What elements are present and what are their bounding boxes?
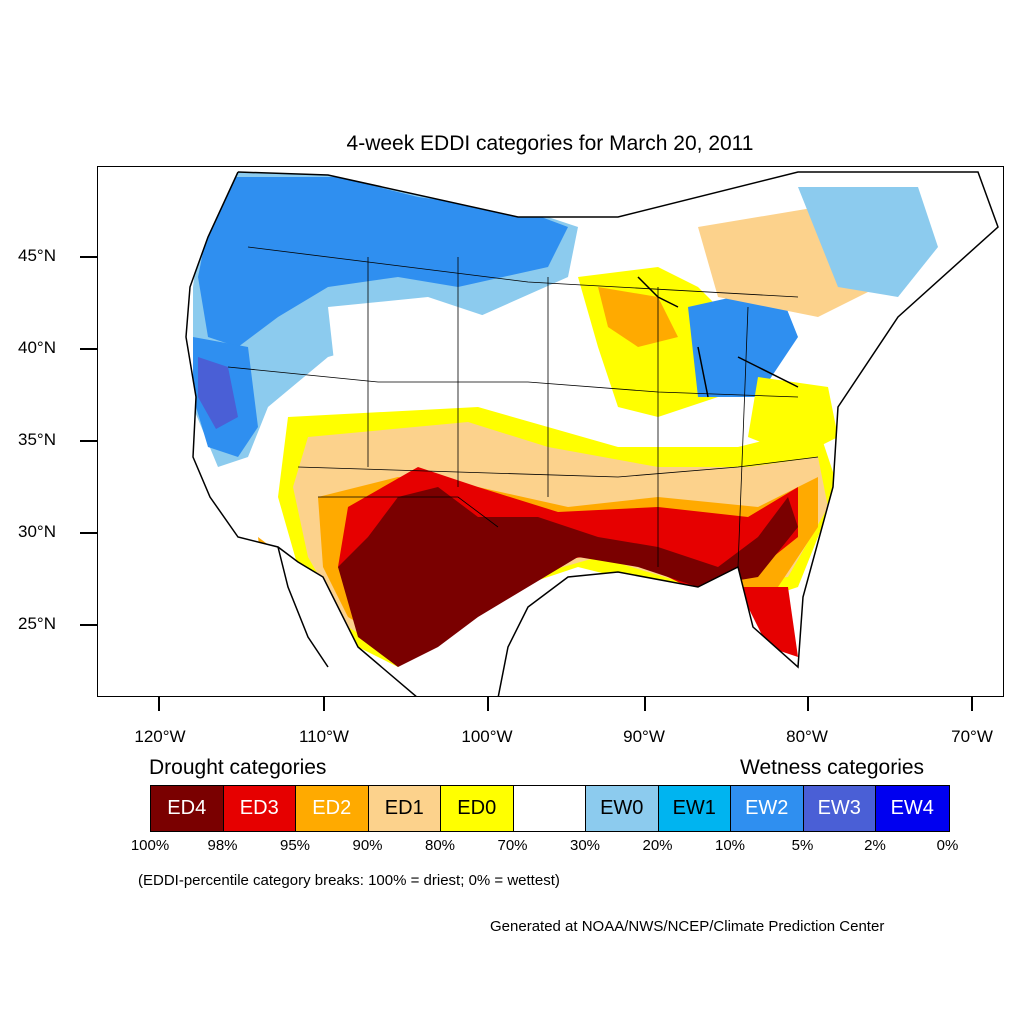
map-canvas (185, 171, 999, 696)
y-tick (80, 348, 97, 350)
percentile-label: 20% (642, 837, 673, 854)
category-legend: ED4 ED3 ED2 ED1 ED0 EW0 EW1 EW2 EW3 EW4 (150, 785, 950, 832)
wetness-categories-title: Wetness categories (740, 756, 925, 779)
x-axis-label: 100°W (461, 727, 513, 746)
percentile-label: 90% (352, 837, 383, 854)
x-tick (807, 697, 809, 711)
x-axis-label: 120°W (134, 727, 186, 746)
y-tick (80, 440, 97, 442)
coastlines (185, 171, 999, 696)
percentile-label: 98% (207, 837, 238, 854)
y-tick (80, 532, 97, 534)
y-axis-label: 35°N (18, 430, 56, 449)
state-borders (227, 246, 819, 568)
map-fill-regions (193, 172, 938, 667)
credit-line: Generated at NOAA/NWS/NCEP/Climate Predi… (490, 918, 885, 935)
percentile-label: 30% (569, 837, 601, 854)
legend-box-ed0: ED0 (441, 786, 514, 831)
legend-box-ed3: ED3 (223, 786, 296, 831)
y-axis-label: 25°N (18, 614, 56, 633)
map-title: 4-week EDDI categories for March 20, 201… (346, 132, 754, 155)
x-tick (323, 697, 325, 711)
category-breaks-note: (EDDI-percentile category breaks: 100% =… (138, 872, 560, 889)
y-tick (80, 256, 97, 258)
y-tick (80, 624, 97, 626)
x-tick (971, 697, 973, 711)
percentile-label: 0% (936, 837, 959, 854)
legend-box-ew2: EW2 (731, 786, 804, 831)
y-axis-label: 45°N (18, 246, 56, 265)
x-tick (644, 697, 646, 711)
x-axis-label: 80°W (786, 727, 828, 746)
y-axis-label: 40°N (18, 338, 56, 357)
legend-box-ed2: ED2 (296, 786, 369, 831)
x-axis-label: 110°W (299, 727, 349, 746)
percentile-label: 100% (130, 837, 170, 854)
percentile-label: 10% (714, 837, 746, 854)
legend-box-ew4: EW4 (876, 786, 949, 831)
legend-box-ew1: EW1 (658, 786, 731, 831)
legend-box-ed4: ED4 (151, 786, 224, 831)
legend-box-ew3: EW3 (803, 786, 876, 831)
drought-categories-title: Drought categories (149, 756, 327, 779)
legend-box-normal (513, 786, 586, 831)
eddi-map (97, 166, 1004, 697)
x-axis-label: 70°W (951, 727, 993, 746)
percentile-label: 95% (279, 837, 311, 854)
x-tick (487, 697, 489, 711)
x-tick (158, 697, 160, 711)
y-axis-label: 30°N (18, 522, 56, 541)
percentile-label: 5% (791, 837, 814, 854)
legend-box-ed1: ED1 (368, 786, 441, 831)
legend-box-ew0: EW0 (586, 786, 659, 831)
percentile-label: 2% (864, 837, 886, 854)
percentile-label: 70% (497, 837, 528, 854)
x-axis-label: 90°W (623, 727, 665, 746)
percentile-label: 80% (424, 837, 456, 854)
